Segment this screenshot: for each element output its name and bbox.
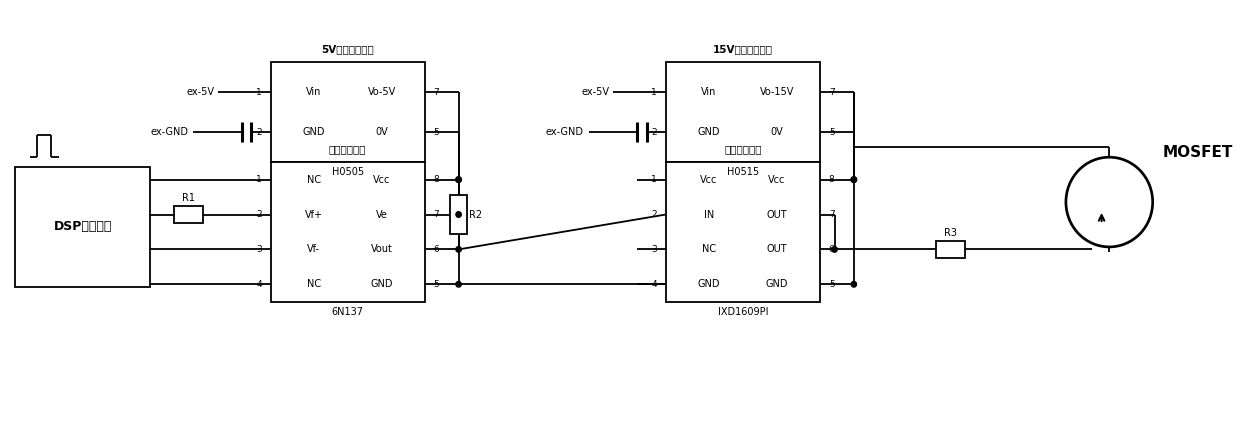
Text: 1: 1 bbox=[257, 88, 262, 97]
Text: 8: 8 bbox=[434, 175, 439, 184]
Circle shape bbox=[456, 247, 461, 252]
Circle shape bbox=[832, 247, 837, 252]
Bar bbox=[936, 241, 965, 258]
Text: 15V隔离电源模块: 15V隔离电源模块 bbox=[713, 44, 773, 54]
Circle shape bbox=[456, 212, 461, 217]
Text: 5: 5 bbox=[828, 280, 835, 289]
Text: Vcc: Vcc bbox=[373, 175, 391, 184]
Text: OUT: OUT bbox=[766, 245, 787, 254]
Text: Vout: Vout bbox=[371, 245, 393, 254]
Circle shape bbox=[851, 282, 857, 287]
Text: GND: GND bbox=[698, 279, 720, 289]
Text: 5: 5 bbox=[828, 128, 835, 137]
Text: DSP微控制器: DSP微控制器 bbox=[53, 220, 112, 233]
Text: 2: 2 bbox=[257, 128, 262, 137]
Text: NC: NC bbox=[702, 245, 717, 254]
Text: 3: 3 bbox=[651, 245, 657, 254]
Text: R2: R2 bbox=[470, 210, 482, 219]
Text: NC: NC bbox=[306, 279, 321, 289]
Text: 开关驱动模块: 开关驱动模块 bbox=[724, 144, 761, 154]
Text: Vo-5V: Vo-5V bbox=[367, 87, 396, 97]
Text: ex-GND: ex-GND bbox=[151, 127, 188, 137]
Bar bbox=[174, 206, 203, 223]
Text: MOSFET: MOSFET bbox=[1162, 145, 1233, 160]
Bar bbox=[666, 162, 820, 302]
Circle shape bbox=[851, 177, 857, 182]
Bar bbox=[270, 63, 425, 162]
Text: Vin: Vin bbox=[702, 87, 717, 97]
Text: 7: 7 bbox=[434, 88, 439, 97]
Text: GND: GND bbox=[698, 127, 720, 137]
Text: Vf-: Vf- bbox=[308, 245, 320, 254]
Text: 6: 6 bbox=[434, 245, 439, 254]
Circle shape bbox=[851, 177, 857, 182]
Text: 2: 2 bbox=[651, 128, 657, 137]
Text: 7: 7 bbox=[828, 210, 835, 219]
Text: IN: IN bbox=[704, 210, 714, 219]
Text: 7: 7 bbox=[828, 88, 835, 97]
Text: GND: GND bbox=[371, 279, 393, 289]
Text: IXD1609PI: IXD1609PI bbox=[718, 307, 769, 317]
Text: R1: R1 bbox=[182, 193, 195, 203]
Text: 5V隔离电源模块: 5V隔离电源模块 bbox=[321, 44, 374, 54]
Text: 5: 5 bbox=[434, 128, 439, 137]
Text: 1: 1 bbox=[651, 88, 657, 97]
Text: 7: 7 bbox=[434, 210, 439, 219]
Bar bbox=[666, 63, 820, 162]
Bar bbox=[450, 195, 467, 234]
Text: Vcc: Vcc bbox=[769, 175, 786, 184]
Circle shape bbox=[456, 282, 461, 287]
Text: 4: 4 bbox=[257, 280, 262, 289]
Text: R3: R3 bbox=[944, 228, 957, 238]
Circle shape bbox=[456, 177, 461, 182]
Text: OUT: OUT bbox=[766, 210, 787, 219]
Text: ex-5V: ex-5V bbox=[582, 87, 610, 97]
Text: Vcc: Vcc bbox=[701, 175, 718, 184]
Text: Ve: Ve bbox=[376, 210, 388, 219]
Text: 0V: 0V bbox=[770, 127, 784, 137]
Bar bbox=[270, 162, 425, 302]
Text: 5: 5 bbox=[434, 280, 439, 289]
Text: GND: GND bbox=[303, 127, 325, 137]
Circle shape bbox=[1066, 157, 1153, 247]
Text: 2: 2 bbox=[651, 210, 657, 219]
Text: GND: GND bbox=[765, 279, 789, 289]
Text: 6N137: 6N137 bbox=[332, 307, 363, 317]
Text: NC: NC bbox=[306, 175, 321, 184]
Bar bbox=[15, 167, 150, 287]
Text: 2: 2 bbox=[257, 210, 262, 219]
Text: 光耦隔离模块: 光耦隔离模块 bbox=[329, 144, 367, 154]
Text: 6: 6 bbox=[828, 245, 835, 254]
Text: 3: 3 bbox=[257, 245, 262, 254]
Text: 1: 1 bbox=[257, 175, 262, 184]
Text: Vf+: Vf+ bbox=[305, 210, 322, 219]
Text: H0515: H0515 bbox=[727, 167, 759, 177]
Circle shape bbox=[456, 177, 461, 182]
Text: ex-GND: ex-GND bbox=[546, 127, 584, 137]
Text: 0V: 0V bbox=[376, 127, 388, 137]
Text: 8: 8 bbox=[828, 175, 835, 184]
Text: Vo-15V: Vo-15V bbox=[760, 87, 794, 97]
Text: 1: 1 bbox=[651, 175, 657, 184]
Text: 4: 4 bbox=[651, 280, 657, 289]
Text: H0505: H0505 bbox=[331, 167, 363, 177]
Text: ex-5V: ex-5V bbox=[187, 87, 215, 97]
Text: Vin: Vin bbox=[306, 87, 321, 97]
